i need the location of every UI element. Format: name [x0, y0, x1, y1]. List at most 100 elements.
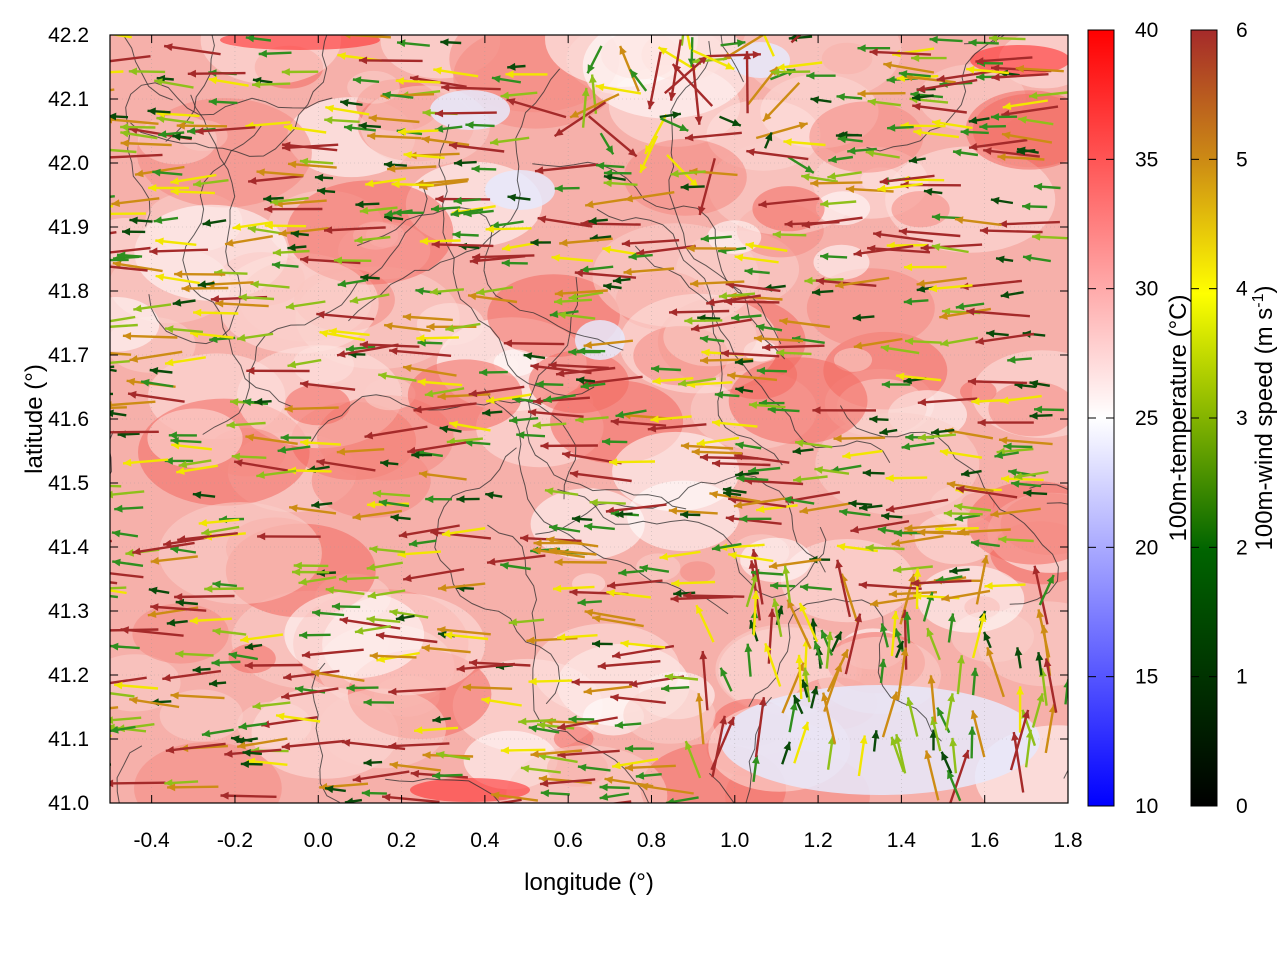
wind-arrow-shaft — [319, 782, 369, 789]
wind-arrow-shaft — [698, 157, 716, 216]
y-tick-label: 41.6 — [48, 408, 89, 431]
wind-arrow-head — [416, 334, 425, 343]
wind-arrow-shaft — [110, 365, 115, 369]
wind-arrow-head — [976, 73, 985, 81]
wind-arrow-head — [782, 565, 790, 575]
wind-arrow-head — [500, 561, 509, 570]
wind-arrow-shaft — [352, 509, 403, 519]
wind-arrow-head — [528, 677, 537, 686]
temperature-patch — [132, 603, 229, 664]
wind-arrow-head — [530, 362, 539, 371]
wind-arrow-head — [201, 729, 211, 738]
wind-arrow-shaft — [503, 342, 565, 346]
wind-arrow-head — [258, 49, 267, 58]
wind-arrow-head — [172, 298, 182, 307]
wind-arrow-head — [658, 47, 668, 55]
wind-arrow-head — [659, 552, 669, 561]
wind-arrow-head — [681, 10, 689, 18]
temperature-patch — [740, 537, 812, 583]
temperature-patch — [833, 347, 873, 372]
wind-arrow-shaft — [762, 35, 775, 57]
wind-arrow-head — [301, 650, 311, 659]
wind-arrow-head — [954, 216, 964, 224]
wind-arrow-head — [937, 707, 945, 717]
temperature-patch — [572, 573, 606, 595]
wind-arrow-shaft — [768, 558, 822, 568]
wind-arrow-head — [355, 200, 364, 209]
wind-arrow-shaft — [844, 613, 862, 675]
wind-arrow-head — [610, 418, 620, 426]
wind-arrow-shaft — [836, 559, 852, 618]
wind-arrow-head — [886, 241, 895, 250]
wind-arrow-head — [768, 608, 776, 618]
wind-arrow-shaft — [300, 258, 361, 265]
wind-arrow-head — [647, 100, 655, 110]
wind-arrow-head — [947, 693, 955, 702]
wind-arrow-shaft — [734, 454, 790, 464]
wind-arrow-shaft — [402, 315, 453, 322]
wind-arrow-shaft — [990, 507, 1041, 517]
temperature-patch — [159, 689, 243, 742]
wind-arrow-head — [449, 141, 458, 150]
wind-arrow-head — [799, 603, 807, 612]
wind-arrow-head — [96, 318, 105, 326]
wind-arrow-head — [174, 270, 183, 279]
wind-vectors — [96, 10, 1068, 803]
wind-arrow-head — [893, 565, 902, 574]
wind-arrow-shaft — [526, 637, 578, 642]
wind-arrow-shaft — [486, 554, 546, 564]
wind-arrow-shaft — [840, 573, 859, 623]
wind-arrow-head — [197, 280, 207, 288]
wind-arrow-head — [736, 39, 746, 48]
wind-arrow-shaft — [754, 697, 766, 758]
wind-arrow-head — [645, 144, 653, 154]
wind-arrow-head — [1029, 411, 1038, 420]
wind-arrow-head — [668, 92, 677, 101]
wind-arrow-head — [912, 93, 921, 102]
wind-arrow-head — [783, 741, 791, 751]
wind-arrow-shaft — [580, 222, 641, 226]
wind-arrow-head — [691, 448, 700, 456]
wind-arrow-shaft — [968, 138, 1028, 149]
wind-arrow-head — [367, 500, 376, 509]
temperature-patch — [636, 553, 681, 582]
wind-arrow-shaft — [1044, 704, 1056, 754]
wind-arrow-shaft — [967, 380, 1027, 385]
x-axis: -0.4 -0.2 0.0 0.2 0.4 0.6 0.8 1.0 1.2 1.4 1.6 1.8 — [134, 35, 1083, 852]
wind-arrow-shaft — [245, 435, 298, 445]
wind-arrow-head — [854, 613, 862, 623]
wind-arrow-head — [532, 397, 542, 406]
wind-arrow-head — [599, 783, 608, 792]
wind-arrow-head — [551, 254, 560, 262]
wind-arrow-shaft — [904, 75, 956, 84]
wind-arrow-shaft — [733, 497, 786, 508]
wind-arrow-shaft — [220, 794, 277, 798]
wind-arrow-head — [709, 490, 718, 499]
wind-arrow-shaft — [224, 235, 273, 246]
wind-arrow-head — [212, 627, 221, 636]
wind-arrow-head — [557, 633, 566, 642]
terrain-contour — [535, 473, 826, 573]
wind-arrow-head — [827, 172, 836, 180]
x-tick-label: 0.4 — [470, 829, 500, 852]
wind-arrow-shaft — [1001, 105, 1059, 117]
wind-arrow-head — [736, 474, 745, 483]
wind-arrow-head — [507, 62, 516, 71]
wind-arrow-head — [1001, 131, 1011, 140]
wind-arrow-head — [1034, 405, 1043, 414]
wind-arrow-head — [435, 195, 444, 203]
wind-arrow-head — [815, 277, 825, 286]
wind-arrow-shaft — [850, 520, 910, 533]
wind-arrow-head — [284, 405, 293, 413]
wind-arrow-head — [905, 433, 914, 442]
terrain-contour — [116, 745, 143, 803]
wind-arrow-head — [735, 386, 744, 394]
wind-arrow-head — [147, 107, 156, 116]
wind-arrow-head — [114, 504, 123, 513]
wind-arrow-head — [746, 148, 755, 156]
wind-arrow-head — [526, 636, 535, 645]
wind-arrow-head — [168, 431, 177, 440]
wind-arrow-head — [820, 199, 829, 208]
wind-arrow-head — [523, 352, 533, 360]
wind-arrow-head — [530, 238, 539, 247]
